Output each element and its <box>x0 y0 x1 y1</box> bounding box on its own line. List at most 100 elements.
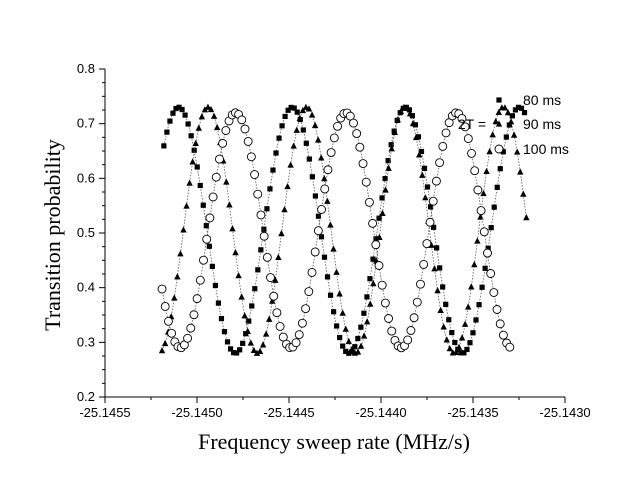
data-point <box>406 326 416 335</box>
data-point <box>370 279 377 287</box>
data-point <box>382 186 389 193</box>
data-point <box>186 179 193 186</box>
data-point <box>333 268 340 275</box>
data-point <box>167 118 173 124</box>
data-point <box>315 213 322 219</box>
data-point <box>237 115 247 125</box>
data-point <box>346 350 352 356</box>
data-point <box>320 184 330 194</box>
data-point <box>483 167 490 175</box>
data-point <box>189 158 196 165</box>
data-point <box>488 225 494 231</box>
data-point <box>195 124 202 131</box>
data-point <box>363 318 371 325</box>
data-point <box>281 206 288 213</box>
data-point <box>361 177 371 187</box>
data-point <box>173 105 179 112</box>
legend-prefix: 2T = <box>458 116 486 132</box>
data-point <box>246 318 252 324</box>
data-point <box>259 341 267 348</box>
y-tick-label: 0.4 <box>77 280 95 295</box>
data-point <box>204 103 212 110</box>
data-point <box>509 113 515 119</box>
data-point <box>321 254 328 260</box>
data-point <box>327 221 334 228</box>
data-point <box>337 334 343 341</box>
data-point <box>194 164 200 170</box>
data-point <box>367 300 374 307</box>
data-point <box>476 206 486 216</box>
data-point <box>227 346 234 352</box>
data-point <box>513 148 521 155</box>
data-point <box>240 340 246 346</box>
data-point <box>336 290 343 297</box>
data-point <box>463 134 473 144</box>
y-tick-label: 0.6 <box>77 170 95 185</box>
data-point <box>431 265 438 272</box>
data-point <box>373 236 379 242</box>
plot-area <box>157 103 530 356</box>
data-point <box>479 227 489 237</box>
data-point <box>304 287 314 297</box>
data-point <box>503 134 509 140</box>
data-point <box>368 218 378 228</box>
x-tick-label: -25.1455 <box>79 405 130 420</box>
data-point <box>455 343 463 350</box>
data-point <box>358 159 368 169</box>
data-point <box>497 166 503 172</box>
data-point <box>458 350 464 356</box>
data-point <box>385 164 392 171</box>
data-point <box>464 303 472 310</box>
data-point <box>310 247 320 257</box>
data-point <box>441 128 451 138</box>
data-point <box>501 104 509 111</box>
data-point <box>446 317 452 323</box>
data-point <box>443 336 450 343</box>
data-point <box>297 318 307 328</box>
data-point <box>495 319 505 329</box>
legend-marker <box>496 97 502 103</box>
data-point <box>205 213 215 223</box>
data-point <box>265 315 273 322</box>
data-point <box>352 129 362 138</box>
data-point <box>183 333 193 343</box>
data-point <box>507 118 515 125</box>
data-point <box>176 104 182 110</box>
data-point <box>284 182 291 190</box>
data-point <box>409 119 417 127</box>
data-point <box>461 350 467 356</box>
data-point <box>313 226 323 236</box>
data-point <box>238 293 245 300</box>
data-point <box>473 185 483 195</box>
data-point <box>485 245 491 251</box>
data-point <box>300 127 306 133</box>
data-point <box>334 323 340 329</box>
data-point <box>446 345 454 352</box>
data-point <box>473 317 479 323</box>
data-point <box>505 342 515 352</box>
data-point <box>500 149 506 155</box>
data-point <box>223 178 230 185</box>
data-point <box>382 175 388 182</box>
x-tick-label: -25.1430 <box>539 405 590 420</box>
data-point <box>492 305 502 314</box>
series-square <box>161 104 528 356</box>
data-point <box>486 269 496 278</box>
data-point <box>391 128 398 136</box>
legend-label: 100 ms <box>523 141 569 157</box>
y-tick-label: 0.3 <box>77 334 95 349</box>
data-point <box>259 231 269 241</box>
data-point <box>285 107 291 113</box>
data-point <box>438 141 448 151</box>
data-point <box>324 274 331 280</box>
data-point <box>422 194 429 201</box>
data-point <box>419 171 426 178</box>
data-point <box>307 267 317 277</box>
data-point <box>232 249 239 256</box>
data-point <box>424 184 431 190</box>
data-point <box>299 106 307 114</box>
data-point <box>431 176 441 186</box>
data-point <box>364 197 374 207</box>
data-point <box>157 284 167 294</box>
data-point <box>240 124 250 134</box>
